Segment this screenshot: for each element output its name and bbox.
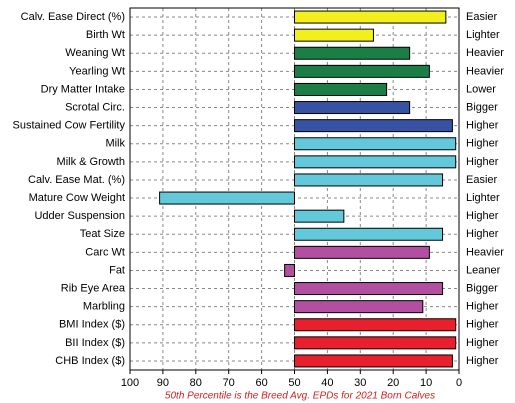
direction-label: Heavier xyxy=(466,47,504,59)
y-tick-label: Calv. Ease Direct (%) xyxy=(21,11,125,23)
bar xyxy=(294,137,457,151)
x-tick-label: 20 xyxy=(387,377,399,389)
y-tick-label: Weaning Wt xyxy=(65,47,125,59)
x-tick-label: 60 xyxy=(255,377,267,389)
y-tick-label: Dry Matter Intake xyxy=(41,83,125,95)
y-tick-label: Rib Eye Area xyxy=(61,282,126,294)
bar xyxy=(294,101,411,115)
y-tick-label: Milk & Growth xyxy=(57,156,125,168)
direction-label: Higher xyxy=(466,355,499,367)
bar xyxy=(294,28,374,42)
direction-label: Higher xyxy=(466,301,499,313)
direction-label: Bigger xyxy=(466,282,498,294)
bar xyxy=(294,82,388,96)
x-tick-label: 10 xyxy=(420,377,432,389)
direction-label: Higher xyxy=(466,138,499,150)
y-tick-label: Calv. Ease Mat. (%) xyxy=(28,174,125,186)
x-tick-label: 40 xyxy=(321,377,333,389)
direction-label: Lighter xyxy=(466,29,500,41)
y-tick-label: Scrotal Circ. xyxy=(65,101,125,113)
direction-label: Heavier xyxy=(466,246,504,258)
x-tick-label: 70 xyxy=(223,377,235,389)
bar xyxy=(294,64,430,78)
direction-label: Higher xyxy=(466,319,499,331)
direction-label: Higher xyxy=(466,210,499,222)
direction-label: Lighter xyxy=(466,192,500,204)
y-tick-label: Marbling xyxy=(83,301,125,313)
bar xyxy=(294,10,447,24)
y-tick-label: Carc Wt xyxy=(85,246,125,258)
direction-label: Heavier xyxy=(466,65,504,77)
y-tick-label: Milk xyxy=(105,138,125,150)
plot-border xyxy=(129,7,460,371)
y-tick-label: BII Index ($) xyxy=(65,337,125,349)
bar xyxy=(294,318,457,332)
bar xyxy=(294,46,411,60)
direction-label: Easier xyxy=(466,174,498,186)
direction-label: Higher xyxy=(466,156,499,168)
bar xyxy=(294,245,430,259)
direction-label: Higher xyxy=(466,337,499,349)
bar xyxy=(294,354,453,368)
bar xyxy=(284,263,296,277)
x-tick-label: 0 xyxy=(456,377,462,389)
x-tick-label: 80 xyxy=(190,377,202,389)
direction-label: Leaner xyxy=(466,264,501,276)
y-tick-label: Fat xyxy=(109,264,125,276)
bar xyxy=(294,119,453,133)
y-tick-label: BMI Index ($) xyxy=(59,319,125,331)
bar xyxy=(294,173,444,187)
direction-label: Easier xyxy=(466,11,498,23)
direction-label: Lower xyxy=(466,83,496,95)
y-tick-label: Birth Wt xyxy=(86,29,125,41)
bar xyxy=(294,282,444,296)
y-tick-label: CHB Index ($) xyxy=(55,355,125,367)
y-tick-label: Yearling Wt xyxy=(69,65,125,77)
bar xyxy=(294,155,457,169)
footnote: 50th Percentile is the Breed Avg. EPDs f… xyxy=(165,391,435,402)
x-tick-label: 30 xyxy=(354,377,366,389)
x-tick-label: 90 xyxy=(157,377,169,389)
x-tick-label: 50 xyxy=(288,377,300,389)
y-tick-label: Mature Cow Weight xyxy=(29,192,125,204)
bar xyxy=(294,209,345,223)
direction-label: Higher xyxy=(466,228,499,240)
y-tick-label: Sustained Cow Fertility xyxy=(13,120,126,132)
bar xyxy=(294,227,444,241)
bar xyxy=(294,300,424,314)
direction-label: Bigger xyxy=(466,101,498,113)
y-tick-label: Teat Size xyxy=(80,228,125,240)
direction-label: Higher xyxy=(466,120,499,132)
bar xyxy=(159,191,295,205)
bar xyxy=(294,336,457,350)
y-tick-label: Udder Suspension xyxy=(34,210,125,222)
x-tick-label: 100 xyxy=(121,377,139,389)
